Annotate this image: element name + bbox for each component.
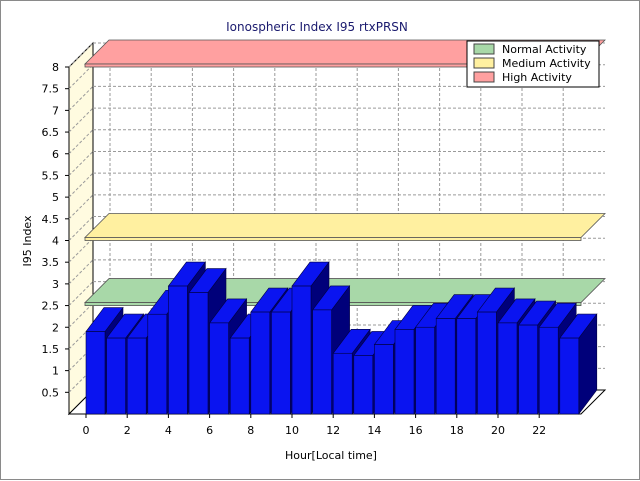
- bar-19: [477, 311, 497, 415]
- grid-line-side: [68, 42, 94, 68]
- grid-line-side: [68, 107, 94, 133]
- bar-18: [456, 318, 477, 415]
- bar-14: [374, 344, 394, 415]
- y-tick-label: 1.5: [42, 343, 60, 356]
- bar-3: [147, 313, 168, 415]
- grid-line-side: [68, 259, 94, 285]
- y-axis-ticks: 0.5 1 1.5 2 2.5 3 3.5 4 4.5 5 5.5 6 6.5 7 7.5 8: [42, 61, 69, 399]
- bar-11: [312, 309, 332, 415]
- bar-16: [415, 326, 435, 415]
- bar-1: [106, 337, 126, 415]
- y-tick-label: 6.5: [42, 126, 60, 139]
- x-tick-label: 20: [491, 424, 505, 437]
- grid-line-side: [68, 324, 94, 350]
- bar-21: [518, 324, 538, 415]
- bar-22: [538, 326, 559, 415]
- y-tick-label: 6: [52, 148, 59, 161]
- legend-swatch-medium: [473, 57, 495, 69]
- x-tick-label: 12: [326, 424, 340, 437]
- bar-10: [291, 285, 312, 415]
- legend-swatch-high: [473, 71, 495, 83]
- y-tick-label: 5.5: [42, 169, 60, 182]
- bar-9: [271, 311, 291, 415]
- grid-line-side: [68, 237, 94, 263]
- chart-title: Ionospheric Index I95 rtxPRSN: [226, 20, 408, 34]
- y-tick-label: 2.5: [42, 300, 60, 313]
- y-tick-label: 4.5: [42, 213, 60, 226]
- x-tick-label: 16: [409, 424, 423, 437]
- y-tick-label: 0.5: [42, 386, 60, 399]
- grid-line-side: [68, 194, 94, 220]
- y-tick-label: 5: [52, 191, 59, 204]
- grid-line-side: [68, 172, 94, 198]
- x-tick-label: 14: [367, 424, 381, 437]
- bar-17: [435, 318, 456, 415]
- bar-12: [332, 352, 353, 415]
- x-tick-label: 6: [206, 424, 213, 437]
- bar-6: [209, 322, 229, 415]
- x-tick-label: 8: [247, 424, 254, 437]
- x-tick-label: 18: [450, 424, 464, 437]
- y-tick-label: 3.5: [42, 256, 60, 269]
- y-tick-label: 3: [52, 278, 59, 291]
- x-tick-label: 4: [165, 424, 172, 437]
- bar-4: [168, 285, 188, 415]
- y-tick-label: 1: [52, 365, 59, 378]
- grid-line-side: [68, 302, 94, 328]
- bar-15: [394, 329, 415, 415]
- grid-line-side: [68, 281, 94, 306]
- y-tick-label: 4: [52, 235, 59, 248]
- x-tick-label: 2: [124, 424, 131, 437]
- y-tick-label: 7.5: [42, 83, 60, 96]
- x-axis-label: Hour[Local time]: [285, 449, 377, 462]
- bar-23: [559, 337, 580, 415]
- grid-line-side: [68, 346, 94, 371]
- x-tick-label: 10: [285, 424, 299, 437]
- band-front-1: [84, 237, 582, 241]
- legend: Normal Activity Medium Activity High Act…: [466, 40, 600, 88]
- x-tick-label: 22: [532, 424, 546, 437]
- y-axis-label: I95 Index: [21, 215, 34, 267]
- bar-7: [229, 337, 250, 415]
- y-tick-label: 2: [52, 321, 59, 334]
- grid-line-side: [68, 129, 94, 155]
- bar-13: [353, 355, 374, 415]
- grid-line-side: [68, 216, 94, 241]
- bar-8: [250, 311, 271, 415]
- y-tick-label: 8: [52, 61, 59, 74]
- bar-20: [497, 322, 518, 415]
- legend-label-normal: Normal Activity: [502, 43, 587, 56]
- grid-line-side: [68, 86, 94, 111]
- x-axis-ticks: 0 2 4 6 8 10 12 14 16 18 20 22: [83, 414, 546, 437]
- bar-5: [188, 292, 209, 415]
- grid-line-side: [68, 367, 94, 393]
- legend-label-medium: Medium Activity: [502, 57, 591, 70]
- y-tick-label: 7: [52, 104, 59, 117]
- bar-2: [126, 337, 147, 415]
- legend-label-high: High Activity: [502, 71, 572, 84]
- legend-swatch-normal: [473, 43, 495, 55]
- x-tick-label: 0: [83, 424, 90, 437]
- bar-series: [85, 261, 598, 415]
- grid-line-side: [68, 151, 94, 176]
- band-top-1: [84, 213, 606, 238]
- grid-line-side: [68, 64, 94, 90]
- bar-0: [85, 331, 106, 415]
